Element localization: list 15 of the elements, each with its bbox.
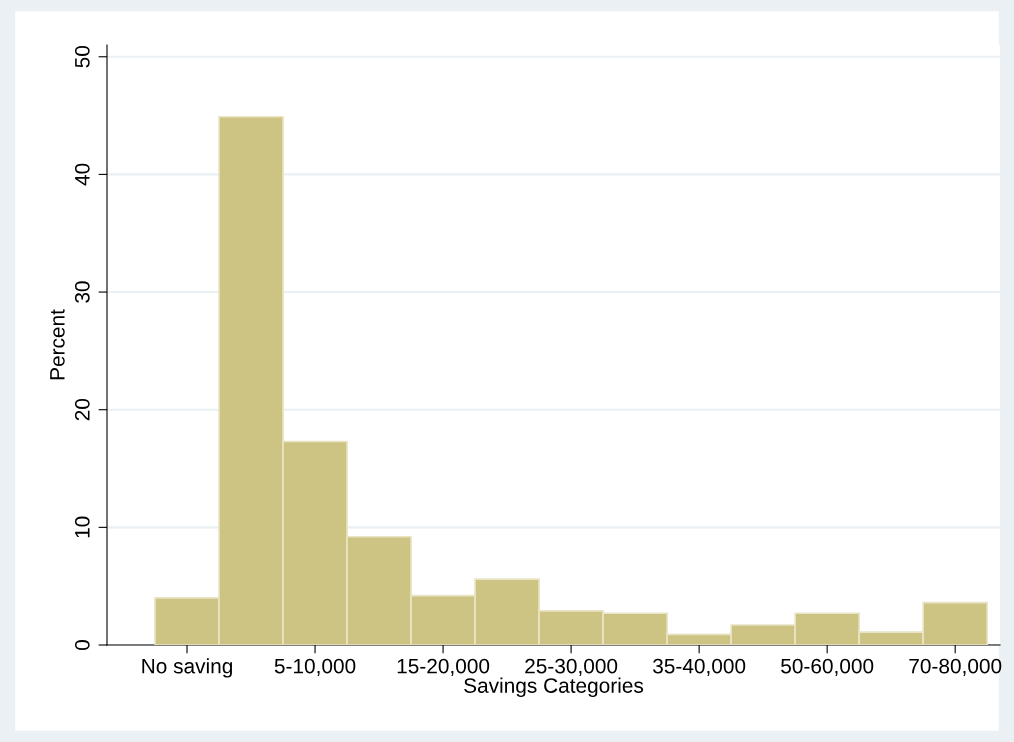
y-tick-label: 0 xyxy=(74,640,90,650)
y-tick-label: 30 xyxy=(74,281,90,303)
y-tick-label: 40 xyxy=(74,163,90,186)
y-tick-label: 20 xyxy=(74,398,90,421)
y-axis-title: Percent xyxy=(50,309,65,380)
x-tick-label: No saving xyxy=(142,658,232,678)
x-tick-label: 5-10,000 xyxy=(274,658,356,676)
x-tick-label: 35-40,000 xyxy=(653,658,746,676)
x-tick-label: 15-20,000 xyxy=(397,658,490,676)
y-tick-label: 50 xyxy=(74,45,90,68)
x-axis-title: Savings Categories xyxy=(464,677,644,698)
x-tick-label: 50-60,000 xyxy=(781,658,874,676)
y-tick-label: 10 xyxy=(74,516,90,538)
x-tick-label: 70-80,000 xyxy=(909,658,1002,676)
x-tick-label: 25-30,000 xyxy=(525,658,618,676)
